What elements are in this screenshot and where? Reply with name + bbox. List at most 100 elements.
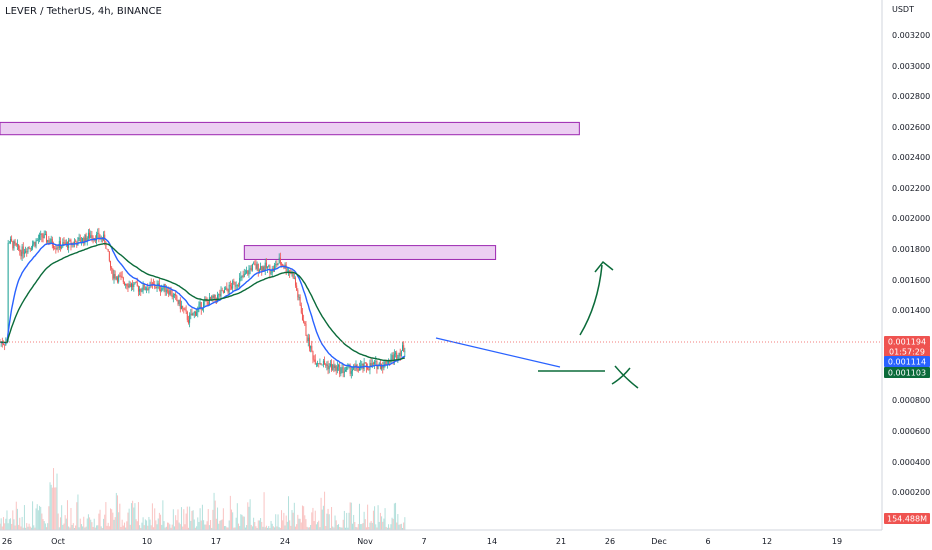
- volume-bar: [358, 503, 360, 530]
- candle-body: [198, 304, 200, 308]
- volume-bar: [232, 512, 234, 530]
- countdown-label-bg: [884, 346, 930, 357]
- volume-bar: [51, 487, 53, 530]
- candle-body: [275, 263, 277, 266]
- candle-body: [349, 364, 351, 374]
- time-tick-label: 6: [705, 537, 710, 546]
- volume-bar: [87, 514, 89, 530]
- candle-body: [23, 252, 25, 254]
- volume-bar: [68, 526, 70, 530]
- volume-bar: [136, 521, 138, 530]
- candle-body: [299, 297, 301, 306]
- volume-bar: [99, 509, 101, 530]
- volume-bar: [75, 525, 77, 530]
- volume-bar: [189, 506, 191, 530]
- volume-bar: [34, 527, 36, 530]
- volume-bar: [90, 519, 92, 530]
- candle-body: [5, 342, 7, 345]
- candle-body: [70, 240, 72, 246]
- volume-bar: [9, 518, 11, 530]
- candle-body: [313, 359, 315, 361]
- volume-bar: [64, 515, 66, 530]
- candle-body: [169, 290, 171, 295]
- volume-bar: [317, 522, 319, 530]
- volume-bar: [313, 521, 315, 530]
- volume-bar: [292, 512, 294, 530]
- volume-bar: [5, 518, 7, 530]
- candle-body: [251, 264, 253, 271]
- volume-bar: [122, 525, 124, 530]
- volume-bar: [201, 504, 203, 530]
- volume-bar: [104, 514, 106, 530]
- volume-bar: [383, 518, 385, 530]
- volume-bar: [93, 518, 95, 530]
- volume-bar: [42, 519, 44, 530]
- candle-body: [232, 281, 234, 289]
- volume-bar: [361, 524, 363, 530]
- volume-bar: [79, 518, 81, 530]
- candle-body: [65, 242, 67, 245]
- volume-bar: [84, 527, 86, 530]
- volume-bar: [161, 524, 163, 530]
- volume-bar: [312, 507, 314, 530]
- volume-value-label-bg: [884, 513, 930, 524]
- candle-body: [278, 257, 280, 264]
- candle-body: [208, 297, 210, 306]
- candle-body: [54, 248, 56, 249]
- volume-bar: [94, 527, 96, 530]
- candle-body: [403, 345, 405, 352]
- volume-bar: [171, 524, 173, 530]
- candle-body: [189, 314, 191, 323]
- candle-body: [160, 289, 162, 291]
- volume-bar: [203, 520, 205, 530]
- volume-bar: [199, 508, 201, 530]
- volume-bar: [236, 503, 238, 530]
- candle-body: [333, 364, 335, 368]
- volume-bar: [306, 526, 308, 530]
- volume-bar: [55, 487, 57, 530]
- volume-bar: [310, 525, 312, 530]
- candle-body: [218, 294, 220, 296]
- price-tick-label: 0.003200: [892, 31, 930, 40]
- volume-bar: [27, 526, 29, 530]
- volume-bar: [228, 520, 230, 530]
- volume-bar: [53, 468, 55, 530]
- volume-bar: [334, 515, 336, 530]
- candle-body: [33, 242, 35, 245]
- candle-body: [389, 360, 391, 363]
- volume-bar: [402, 527, 404, 530]
- volume-bar: [400, 523, 402, 530]
- volume-bar: [404, 517, 406, 530]
- candle-body: [227, 289, 229, 293]
- volume-bar: [399, 524, 401, 530]
- volume-bar: [303, 506, 305, 530]
- candle-body: [161, 288, 163, 291]
- candle-body: [182, 305, 184, 309]
- candle-body: [176, 295, 178, 301]
- candle-body: [107, 249, 109, 252]
- volume-layer: [0, 468, 406, 530]
- volume-bar: [96, 525, 98, 530]
- volume-bar: [127, 512, 129, 530]
- volume-bar: [403, 522, 405, 530]
- candle-body: [15, 243, 17, 246]
- candle-body: [290, 272, 292, 274]
- volume-bar: [140, 527, 142, 530]
- candle-body: [16, 244, 18, 246]
- volume-bar: [224, 526, 226, 530]
- volume-bar: [2, 517, 4, 530]
- candle-body: [391, 355, 393, 359]
- volume-bar: [276, 526, 278, 530]
- volume-bar: [291, 510, 293, 530]
- volume-bar: [1, 526, 3, 530]
- last-price-label: 0.001194: [888, 338, 926, 347]
- volume-bar: [369, 522, 371, 530]
- time-tick-label: Dec: [651, 537, 666, 546]
- volume-bar: [338, 524, 340, 530]
- candle-body: [334, 365, 336, 368]
- volume-bar: [141, 522, 143, 530]
- candle-body: [325, 364, 327, 366]
- candle-body: [172, 294, 174, 297]
- volume-bar: [170, 527, 172, 530]
